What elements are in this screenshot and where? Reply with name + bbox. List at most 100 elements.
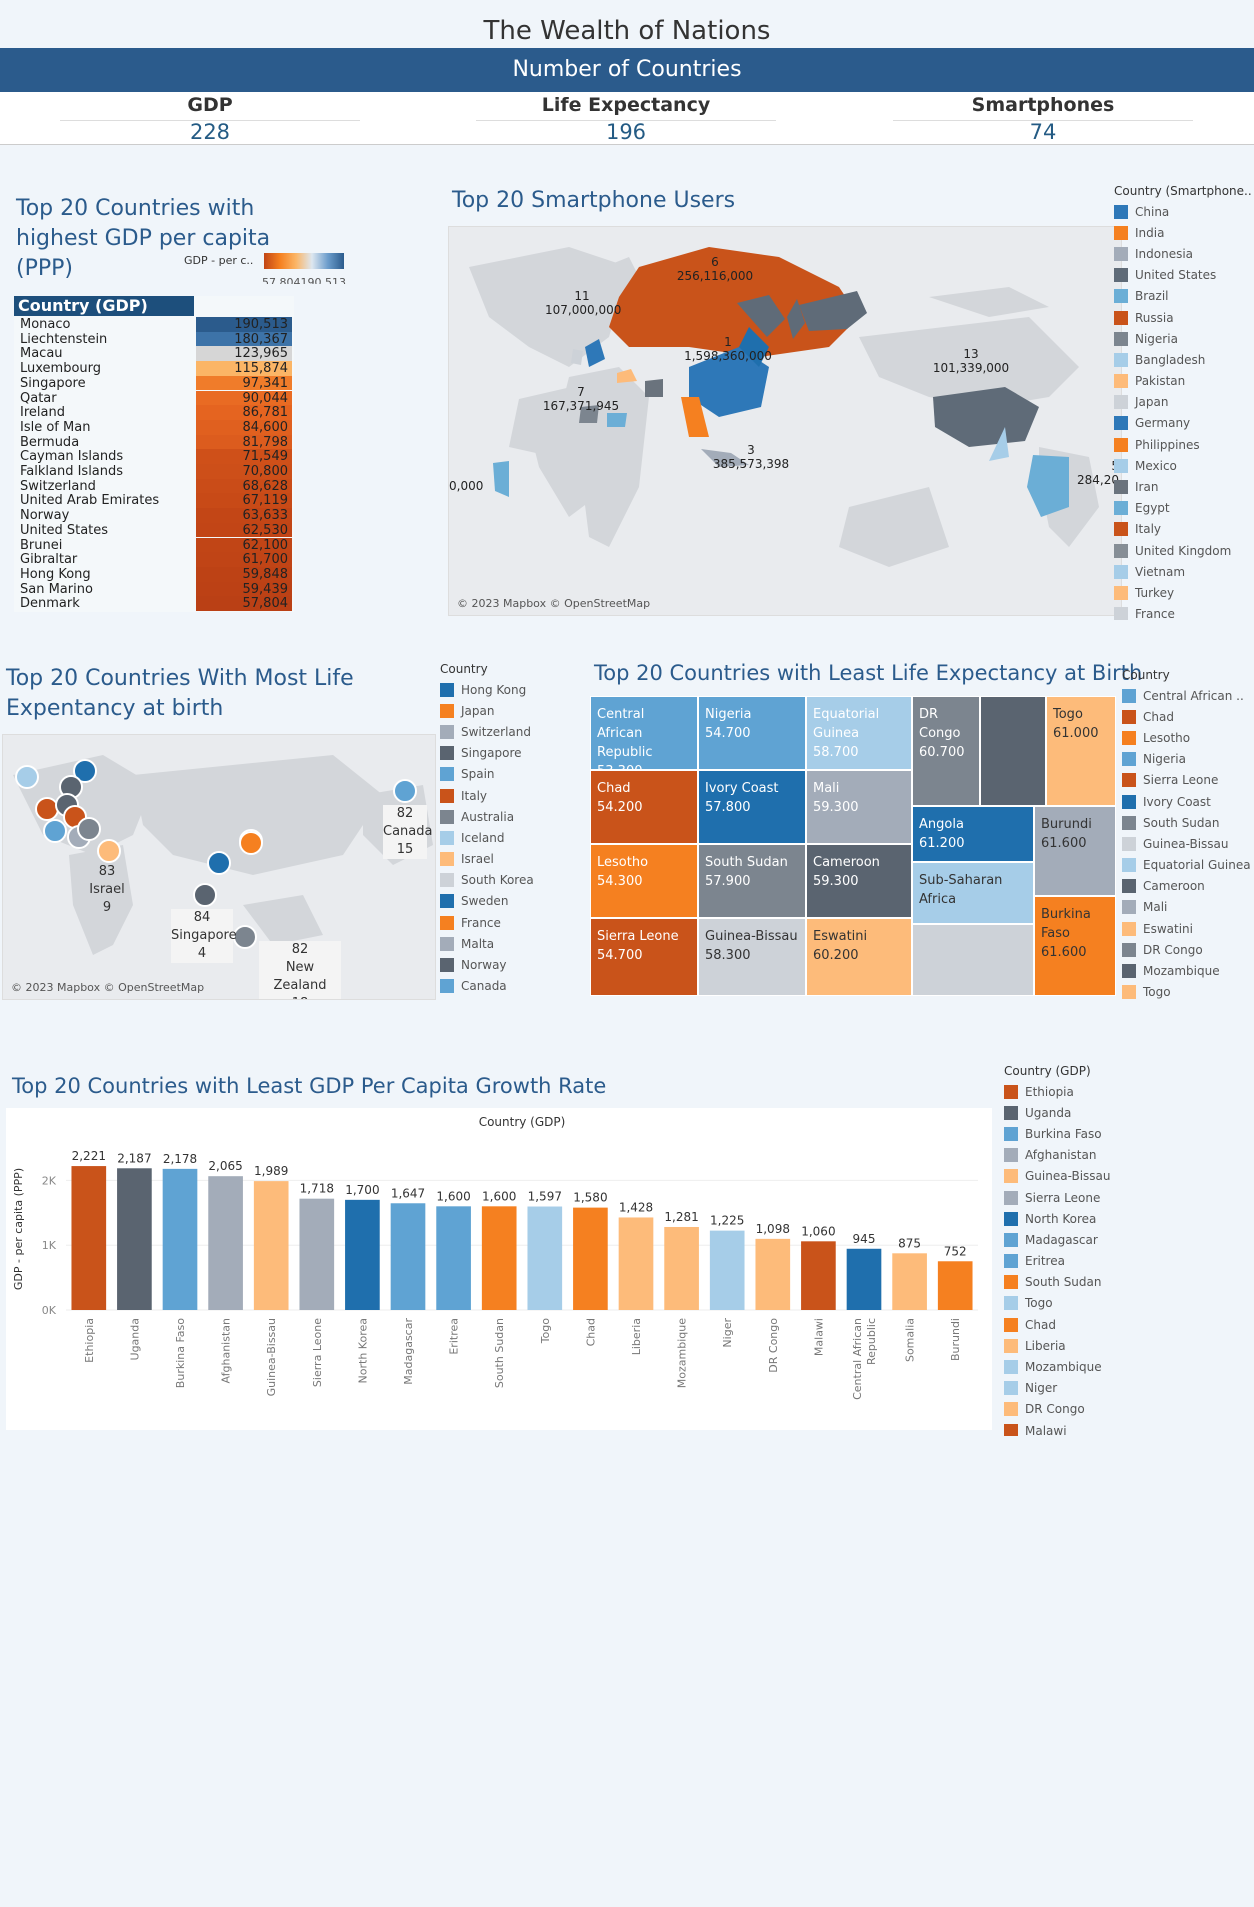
legend-item[interactable]: Togo bbox=[1004, 1293, 1154, 1314]
legend-item[interactable]: Sierra Leone bbox=[1004, 1187, 1154, 1208]
legend-item[interactable]: Lesotho bbox=[1122, 727, 1254, 748]
legend-item[interactable]: Japan bbox=[1114, 392, 1254, 413]
legend-item[interactable]: Spain bbox=[440, 764, 580, 785]
legend-item[interactable]: Ethiopia bbox=[1004, 1081, 1154, 1102]
treemap-cell[interactable]: Togo 61.000 bbox=[1046, 696, 1116, 806]
legend-item[interactable]: Cameroon bbox=[1122, 876, 1254, 897]
treemap-cell[interactable]: Mali 59.300 bbox=[806, 770, 912, 844]
spain-dot[interactable] bbox=[43, 819, 67, 843]
treemap-cell[interactable]: Eswatini 60.200 bbox=[806, 918, 912, 996]
table-row[interactable]: Denmark 57,804 bbox=[14, 596, 294, 611]
legend-item[interactable]: Togo bbox=[1122, 982, 1254, 1002]
table-row[interactable]: San Marino 59,439 bbox=[14, 581, 294, 597]
table-row[interactable]: United States 62,530 bbox=[14, 522, 294, 538]
legend-item[interactable]: Hong Kong bbox=[440, 679, 580, 700]
legend-item[interactable]: India bbox=[1114, 222, 1254, 243]
legend-item[interactable]: Malta bbox=[440, 933, 580, 954]
legend-item[interactable]: China bbox=[1114, 201, 1254, 222]
treemap-cell[interactable]: Burkina Faso 61.600 bbox=[1034, 896, 1116, 996]
legend-item[interactable]: Chad bbox=[1122, 706, 1254, 727]
legend-item[interactable]: Turkey bbox=[1114, 582, 1254, 603]
legend-item[interactable]: Burkina Faso bbox=[1004, 1123, 1154, 1144]
treemap-cell[interactable] bbox=[912, 924, 1034, 996]
legend-item[interactable]: Mexico bbox=[1114, 455, 1254, 476]
treemap-cell[interactable]: Sub-Saharan Africa bbox=[912, 862, 1034, 924]
norway-dot[interactable] bbox=[73, 759, 97, 783]
map-attribution[interactable]: © 2023 Mapbox © OpenStreetMap bbox=[457, 597, 651, 610]
canada-dot[interactable] bbox=[393, 779, 417, 803]
legend-item[interactable]: Equatorial Guinea bbox=[1122, 855, 1254, 876]
map-attribution[interactable]: © 2023 Mapbox © OpenStreetMap bbox=[11, 981, 205, 994]
bar[interactable] bbox=[71, 1166, 107, 1310]
legend-item[interactable]: Sweden bbox=[440, 891, 580, 912]
bar[interactable] bbox=[162, 1168, 198, 1310]
legend-item[interactable]: Japan bbox=[440, 700, 580, 721]
table-row[interactable]: Luxembourg 115,874 bbox=[14, 361, 294, 376]
legend-item[interactable]: Switzerland bbox=[440, 721, 580, 742]
legend-item[interactable]: Indonesia bbox=[1114, 243, 1254, 264]
table-row[interactable]: Cayman Islands 71,549 bbox=[14, 449, 294, 464]
legend-item[interactable]: Brazil bbox=[1114, 286, 1254, 307]
table-row[interactable]: Bermuda 81,798 bbox=[14, 434, 294, 450]
kpi-gdp[interactable]: GDP 228 bbox=[60, 92, 360, 144]
iceland-dot[interactable] bbox=[15, 765, 39, 789]
legend-item[interactable]: Niger bbox=[1004, 1378, 1154, 1399]
bar[interactable] bbox=[618, 1217, 654, 1310]
legend-item[interactable]: Ivory Coast bbox=[1122, 791, 1254, 812]
treemap-cell[interactable]: Ivory Coast 57.800 bbox=[698, 770, 806, 844]
singapore-dot[interactable] bbox=[207, 851, 231, 875]
table-row[interactable]: Hong Kong 59,848 bbox=[14, 566, 294, 582]
bar[interactable] bbox=[527, 1206, 563, 1310]
australia-dot[interactable] bbox=[233, 925, 257, 949]
table-row[interactable]: Norway 63,633 bbox=[14, 508, 294, 523]
legend-item[interactable]: South Sudan bbox=[1004, 1272, 1154, 1293]
legend-item[interactable]: Mozambique bbox=[1004, 1356, 1154, 1377]
israel-dot[interactable] bbox=[97, 839, 121, 863]
legend-item[interactable]: Australia bbox=[440, 806, 580, 827]
smartphones-map[interactable]: 6 256,116,000 11 107,000,000 1 1,598,360,00… bbox=[448, 226, 1122, 616]
legend-item[interactable]: Italy bbox=[440, 785, 580, 806]
treemap-cell[interactable]: Lesotho 54.300 bbox=[590, 844, 698, 918]
legend-item[interactable]: North Korea bbox=[1004, 1208, 1154, 1229]
treemap-cell[interactable]: Chad 54.200 bbox=[590, 770, 698, 844]
table-row[interactable]: United Arab Emirates 67,119 bbox=[14, 493, 294, 508]
table-row[interactable]: Qatar 90,044 bbox=[14, 390, 294, 406]
bar[interactable] bbox=[937, 1261, 973, 1310]
legend-item[interactable]: Nigeria bbox=[1114, 328, 1254, 349]
bar[interactable] bbox=[755, 1238, 791, 1310]
treemap-cell[interactable]: Nigeria 54.700 bbox=[698, 696, 806, 770]
life-least-treemap[interactable]: Central AfricanRepublic53.300Nigeria54.7… bbox=[590, 696, 1116, 996]
treemap-cell[interactable]: Guinea-Bissau 58.300 bbox=[698, 918, 806, 996]
legend-item[interactable]: DR Congo bbox=[1004, 1399, 1154, 1420]
table-row[interactable]: Falkland Islands 70,800 bbox=[14, 464, 294, 479]
bar[interactable] bbox=[892, 1253, 927, 1310]
legend-item[interactable]: South Sudan bbox=[1122, 812, 1254, 833]
bar[interactable] bbox=[846, 1248, 882, 1310]
legend-item[interactable]: Guinea-Bissau bbox=[1004, 1166, 1154, 1187]
treemap-cell[interactable]: South Sudan 57.900 bbox=[698, 844, 806, 918]
table-row[interactable]: Brunei 62,100 bbox=[14, 537, 294, 553]
bar[interactable] bbox=[436, 1206, 471, 1310]
legend-item[interactable]: France bbox=[1114, 604, 1254, 620]
legend-item[interactable]: Israel bbox=[440, 849, 580, 870]
legend-item[interactable]: Philippines bbox=[1114, 434, 1254, 455]
table-row[interactable]: Macau 123,965 bbox=[14, 346, 294, 361]
legend-item[interactable]: Madagascar bbox=[1004, 1229, 1154, 1250]
treemap-cell[interactable]: Equatorial Guinea 58.700 bbox=[806, 696, 912, 770]
bar[interactable] bbox=[299, 1198, 335, 1310]
bar[interactable] bbox=[801, 1241, 836, 1310]
legend-item[interactable]: DR Congo bbox=[1122, 939, 1254, 960]
treemap-cell[interactable] bbox=[980, 696, 1046, 806]
legend-item[interactable]: Eritrea bbox=[1004, 1251, 1154, 1272]
singapore-callout-dot[interactable] bbox=[193, 883, 217, 907]
legend-item[interactable]: Norway bbox=[440, 954, 580, 975]
legend-item[interactable]: Mali bbox=[1122, 897, 1254, 918]
legend-item[interactable]: Bangladesh bbox=[1114, 349, 1254, 370]
legend-item[interactable]: France bbox=[440, 912, 580, 933]
table-row[interactable]: Ireland 86,781 bbox=[14, 405, 294, 420]
legend-item[interactable]: United States bbox=[1114, 265, 1254, 286]
treemap-cell[interactable]: Central AfricanRepublic53.300 bbox=[590, 696, 698, 779]
europe-dot[interactable] bbox=[77, 817, 101, 841]
legend-item[interactable]: Russia bbox=[1114, 307, 1254, 328]
bar[interactable] bbox=[345, 1199, 380, 1310]
